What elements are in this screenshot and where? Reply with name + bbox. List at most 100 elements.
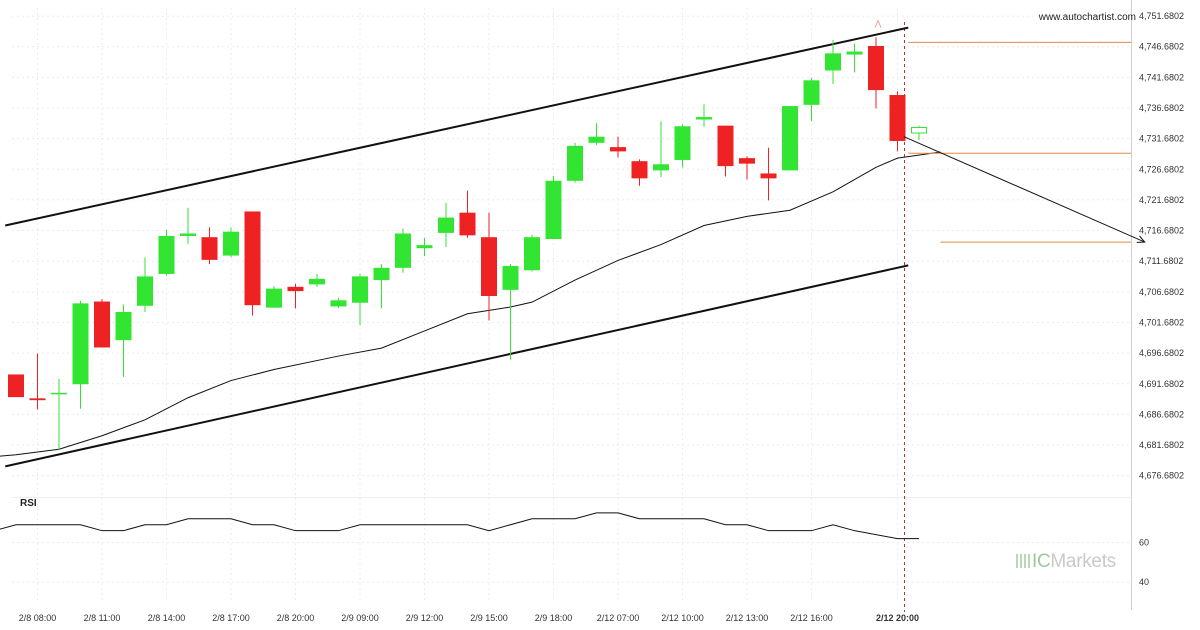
candle-body (395, 233, 411, 268)
candle (911, 125, 927, 141)
price-tick-label: 4,746.6802 (1139, 42, 1184, 52)
candle (502, 264, 519, 360)
candle (760, 147, 777, 201)
candle (395, 228, 411, 273)
candle-body (803, 80, 820, 105)
rsi-tick-label: 60 (1139, 538, 1149, 548)
candle (287, 283, 304, 309)
forecast-arrow-line (903, 136, 1145, 243)
price-tick-label: 4,676.6802 (1139, 471, 1184, 481)
time-tick-label: 2/12 10:00 (661, 613, 704, 623)
rsi-path (0, 512, 919, 540)
candle-body (760, 173, 777, 179)
candle-body (51, 392, 67, 395)
candle-body (889, 95, 906, 141)
candle-body (201, 237, 218, 260)
time-tick-label: 2/8 20:00 (277, 613, 315, 623)
time-tick-label: 2/9 12:00 (406, 613, 444, 623)
candle-body (717, 125, 734, 167)
rsi-label: RSI (20, 498, 37, 509)
candle (201, 227, 218, 265)
candle (244, 211, 261, 316)
candle (696, 104, 712, 127)
candle (29, 353, 46, 410)
price-tick-label: 4,706.6802 (1139, 287, 1184, 297)
candle (137, 257, 153, 312)
watermark: www.autochartist.com (1038, 12, 1136, 23)
time-tick-label: 2/12 20:00 (876, 613, 919, 623)
price-tick-label: 4,721.6802 (1139, 195, 1184, 205)
rsi-tick-label: 40 (1139, 577, 1149, 587)
candle (717, 125, 734, 177)
price-tick-label: 4,731.6802 (1139, 134, 1184, 144)
time-tick-label: 2/9 09:00 (341, 613, 379, 623)
candle-body (631, 161, 648, 179)
candle (94, 299, 110, 348)
candle (567, 142, 583, 183)
candle (803, 77, 820, 122)
time-tick-label: 2/12 13:00 (726, 613, 769, 623)
candle-body (481, 237, 497, 297)
candle-body (524, 237, 540, 271)
candle-body (825, 53, 841, 71)
candle-body (287, 286, 304, 292)
candle-body (309, 278, 325, 285)
candle (266, 286, 282, 308)
candle-body (244, 211, 261, 306)
candle (588, 123, 605, 146)
candle (438, 202, 454, 247)
candle-body (8, 374, 24, 398)
time-tick-label: 2/12 07:00 (597, 613, 640, 623)
candle (739, 156, 755, 180)
price-tick-label: 4,741.6802 (1139, 72, 1184, 82)
candle-body (158, 235, 175, 274)
candle-body (674, 126, 691, 160)
time-tick-label: 2/8 08:00 (19, 613, 57, 623)
candle-body (696, 117, 712, 120)
channel-lower-line (5, 264, 909, 468)
candle-body (868, 45, 884, 91)
forecast-arrow-head (1136, 235, 1146, 243)
candle (416, 237, 433, 257)
price-tick-label: 4,711.6802 (1139, 256, 1183, 266)
candle-body (502, 265, 519, 290)
time-tick-label: 2/12 16:00 (790, 613, 833, 623)
candle (674, 124, 691, 168)
price-tick-label: 4,681.6802 (1139, 440, 1184, 450)
candle-body (330, 300, 347, 307)
candle-body (911, 126, 927, 134)
price-tick-label: 4,736.6802 (1139, 103, 1184, 113)
candle (631, 159, 648, 186)
forecast-arrow (874, 19, 1146, 243)
rsi-axis: 60 40 (1139, 538, 1149, 588)
candle-body (545, 180, 562, 240)
time-tick-label: 2/8 11:00 (84, 613, 121, 623)
candle-body (29, 398, 46, 401)
candle (653, 121, 669, 178)
candle-body (438, 217, 454, 233)
candle (825, 39, 841, 84)
price-levels (908, 41, 1131, 243)
brand-logo: ICMarkets (1016, 551, 1116, 573)
candle-body (610, 147, 626, 152)
candle (524, 234, 540, 272)
time-axis: 2/8 08:00 2/8 11:00 2/8 14:00 2/8 17:00 2/8 … (19, 613, 919, 623)
candle-body (115, 311, 132, 341)
candle-body (266, 288, 282, 308)
candle-body (739, 158, 755, 164)
price-tick-label: 4,691.6802 (1139, 379, 1184, 389)
price-axis: 4,751.6802 4,746.6802 4,741.6802 4,736.6802… (1139, 11, 1184, 481)
candle-body (180, 233, 196, 236)
candle (481, 212, 497, 321)
candle (223, 227, 239, 258)
candle-body (352, 276, 368, 303)
candle (459, 190, 476, 238)
candle (51, 378, 67, 451)
candle (330, 297, 347, 309)
candle (868, 37, 884, 109)
time-tick-label: 2/9 15:00 (470, 613, 508, 623)
candle (72, 300, 89, 409)
candle (782, 106, 798, 171)
candle (846, 43, 863, 73)
price-tick-label: 4,726.6802 (1139, 164, 1184, 174)
